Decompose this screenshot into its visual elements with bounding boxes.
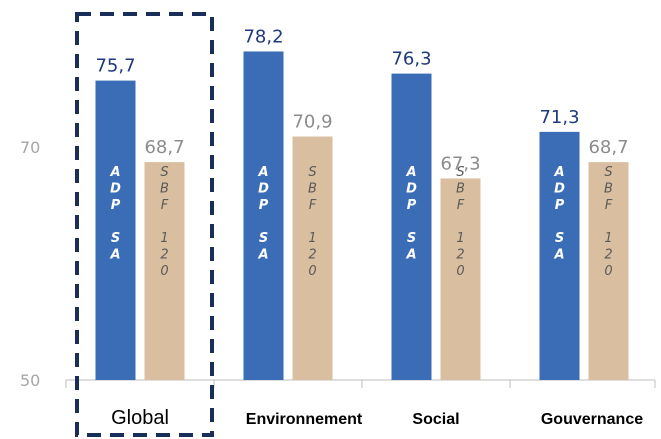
series-inbar-label-char: P bbox=[259, 198, 269, 213]
series-inbar-label-char: D bbox=[258, 182, 269, 197]
bar-sbf-120-global bbox=[144, 162, 185, 380]
series-inbar-label-char: S bbox=[259, 231, 268, 246]
x-category-label: Environnement bbox=[246, 411, 363, 428]
series-inbar-label-char: A bbox=[405, 165, 416, 180]
x-category-label: Global bbox=[111, 407, 169, 429]
data-label: 78,2 bbox=[243, 26, 283, 47]
y-tick-label: 50 bbox=[20, 371, 40, 390]
bar-adp-sa-gouvernance bbox=[539, 131, 580, 380]
series-inbar-label-char: A bbox=[553, 165, 564, 180]
series-inbar-label-char: S bbox=[604, 165, 612, 180]
data-label: 68,7 bbox=[144, 137, 184, 158]
series-inbar-label-char: B bbox=[308, 182, 317, 197]
series-inbar-label-char: S bbox=[308, 165, 316, 180]
series-inbar-label-char: 1 bbox=[160, 231, 168, 246]
x-category-label: Gouvernance bbox=[541, 411, 643, 428]
series-inbar-label-char: 0 bbox=[456, 264, 464, 279]
series-inbar-label-char: 0 bbox=[308, 264, 316, 279]
series-inbar-label-char: A bbox=[405, 248, 416, 263]
series-inbar-label-char: A bbox=[109, 165, 120, 180]
bar-adp-sa-social bbox=[391, 73, 432, 380]
series-inbar-label-char: P bbox=[407, 198, 417, 213]
series-inbar-label-char: S bbox=[111, 231, 120, 246]
series-inbar-label-char: S bbox=[555, 231, 564, 246]
x-category-label: Social bbox=[412, 411, 459, 428]
data-label: 70,9 bbox=[292, 112, 332, 133]
series-inbar-label-char: F bbox=[605, 198, 613, 213]
series-inbar-label-char: 2 bbox=[456, 248, 464, 263]
series-inbar-label-char: B bbox=[456, 182, 465, 197]
data-label: 76,3 bbox=[391, 49, 431, 70]
series-inbar-label-char: A bbox=[257, 248, 268, 263]
series-inbar-label-char: D bbox=[110, 182, 121, 197]
data-label: 71,3 bbox=[539, 107, 579, 128]
series-inbar-label-char: 1 bbox=[456, 231, 464, 246]
series-inbar-label-char: S bbox=[407, 231, 416, 246]
series-inbar-label-char: 2 bbox=[604, 248, 612, 263]
series-inbar-label-char: B bbox=[604, 182, 613, 197]
series-inbar-label-char: 0 bbox=[160, 264, 168, 279]
bar-sbf-120-environnement bbox=[292, 136, 333, 380]
data-label: 68,7 bbox=[588, 137, 628, 158]
series-inbar-label-char: 2 bbox=[308, 248, 316, 263]
bar-adp-sa-global bbox=[95, 80, 136, 380]
data-label: 67,3 bbox=[440, 153, 480, 174]
series-inbar-label-char: 2 bbox=[160, 248, 168, 263]
highlight-box-global bbox=[75, 12, 214, 437]
series-inbar-label-char: 1 bbox=[308, 231, 316, 246]
series-inbar-label-char: A bbox=[553, 248, 564, 263]
bar-adp-sa-environnement bbox=[243, 51, 284, 380]
series-inbar-label-char: S bbox=[160, 165, 168, 180]
series-inbar-label-char: A bbox=[109, 248, 120, 263]
series-inbar-label-char: S bbox=[456, 165, 464, 180]
bar-sbf-120-social bbox=[440, 178, 481, 380]
series-inbar-label-char: B bbox=[160, 182, 169, 197]
series-inbar-label-char: F bbox=[161, 198, 169, 213]
y-tick-label: 70 bbox=[20, 138, 40, 157]
series-inbar-label-char: P bbox=[555, 198, 565, 213]
series-inbar-label-char: D bbox=[554, 182, 565, 197]
series-inbar-label-char: 0 bbox=[604, 264, 612, 279]
series-inbar-label-char: F bbox=[457, 198, 465, 213]
series-inbar-label-char: 1 bbox=[604, 231, 612, 246]
bar-sbf-120-gouvernance bbox=[588, 162, 629, 380]
series-inbar-label-char: P bbox=[111, 198, 121, 213]
data-label: 75,7 bbox=[95, 56, 135, 77]
series-inbar-label-char: F bbox=[309, 198, 317, 213]
series-inbar-label-char: A bbox=[257, 165, 268, 180]
series-inbar-label-char: D bbox=[406, 182, 417, 197]
